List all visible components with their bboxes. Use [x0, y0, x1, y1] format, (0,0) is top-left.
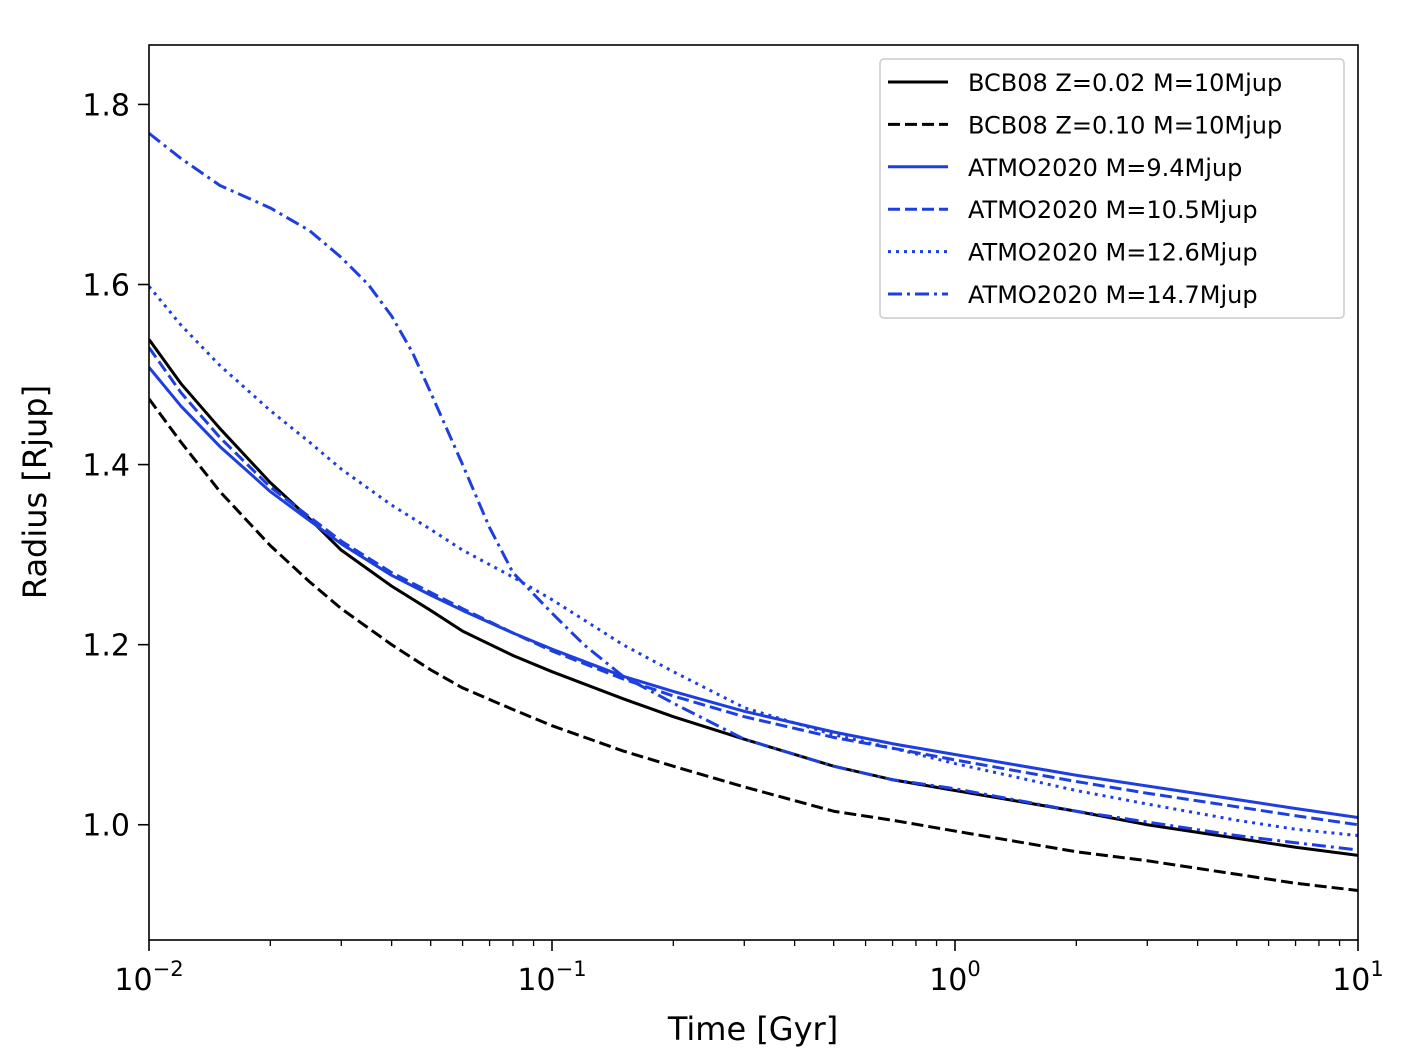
y-tick-label-1: 1.2	[82, 629, 130, 664]
legend-label-3: ATMO2020 M=10.5Mjup	[968, 196, 1258, 224]
series-layer	[149, 132, 1358, 892]
series-line-1	[149, 397, 1358, 892]
y-tick-label-0: 1.0	[82, 809, 130, 844]
y-axis: 1.0 1.2 1.4 1.6 1.8	[82, 88, 149, 844]
y-tick-label-4: 1.8	[82, 88, 130, 123]
x-axis-label: Time [Gyr]	[667, 1010, 838, 1048]
legend-label-4: ATMO2020 M=12.6Mjup	[968, 239, 1258, 267]
legend-label-0: BCB08 Z=0.02 M=10Mjup	[968, 69, 1282, 97]
legend-box	[879, 58, 1345, 319]
y-axis-label: Radius [Rjup]	[16, 385, 54, 599]
x-tick-label-1: 10−1	[517, 957, 586, 998]
x-axis: 10−2 10−1 100 101	[114, 940, 1384, 998]
y-tick-label-3: 1.6	[82, 269, 130, 304]
legend-label-1: BCB08 Z=0.10 M=10Mjup	[968, 111, 1282, 139]
series-line-4	[149, 285, 1358, 838]
legend-label-5: ATMO2020 M=14.7Mjup	[968, 281, 1258, 309]
plot-frame	[148, 44, 1359, 941]
x-tick-label-2: 100	[929, 957, 981, 998]
legend-label-2: ATMO2020 M=9.4Mjup	[968, 154, 1242, 182]
series-line-3	[149, 346, 1358, 827]
legend: BCB08 Z=0.02 M=10Mjup BCB08 Z=0.10 M=10Mj…	[879, 58, 1345, 319]
series-line-5	[149, 132, 1358, 852]
x-tick-label-0: 10−2	[114, 957, 183, 998]
series-line-2	[149, 366, 1358, 820]
y-tick-label-2: 1.4	[82, 449, 130, 484]
x-tick-label-3: 101	[1332, 957, 1384, 998]
